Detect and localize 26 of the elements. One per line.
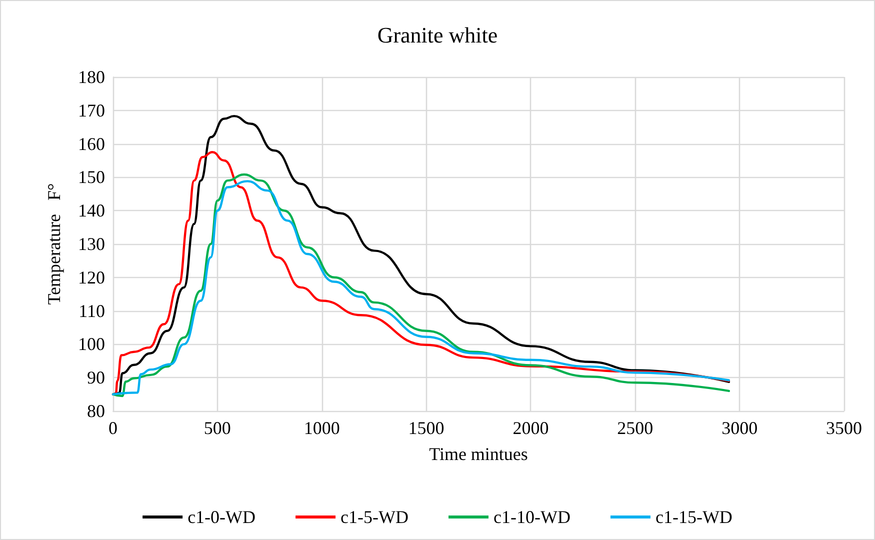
legend-label: c1-15-WD <box>655 507 732 527</box>
x-tick-label: 2000 <box>512 418 549 438</box>
y-tick-label: 130 <box>78 234 105 254</box>
x-tick-label: 3500 <box>826 418 862 438</box>
x-tick-label: 500 <box>204 418 231 438</box>
x-tick-label: 0 <box>108 418 118 438</box>
y-tick-label: 80 <box>87 401 105 421</box>
x-tick-label: 3000 <box>722 418 758 438</box>
x-tick-label: 1500 <box>408 418 444 438</box>
y-tick-label: 110 <box>78 300 105 321</box>
y-axis-title: Temperature F° <box>44 183 64 305</box>
y-tick-label: 170 <box>78 100 105 120</box>
x-tick-label: 2500 <box>617 418 654 438</box>
y-tick-label: 180 <box>78 67 105 87</box>
x-tick-label: 1000 <box>304 418 340 438</box>
legend-label: c1-0-WD <box>188 507 256 527</box>
y-tick-label: 150 <box>78 167 105 188</box>
y-tick-label: 100 <box>78 334 105 354</box>
y-tick-label: 120 <box>78 267 105 288</box>
legend-label: c1-10-WD <box>494 507 570 527</box>
chart-title: Granite white <box>377 22 498 48</box>
y-tick-label: 140 <box>78 200 105 221</box>
y-tick-label: 90 <box>87 368 105 388</box>
y-tick-label: 160 <box>78 134 105 154</box>
legend-label: c1-5-WD <box>340 507 409 527</box>
x-axis-title: Time mintues <box>429 444 528 464</box>
